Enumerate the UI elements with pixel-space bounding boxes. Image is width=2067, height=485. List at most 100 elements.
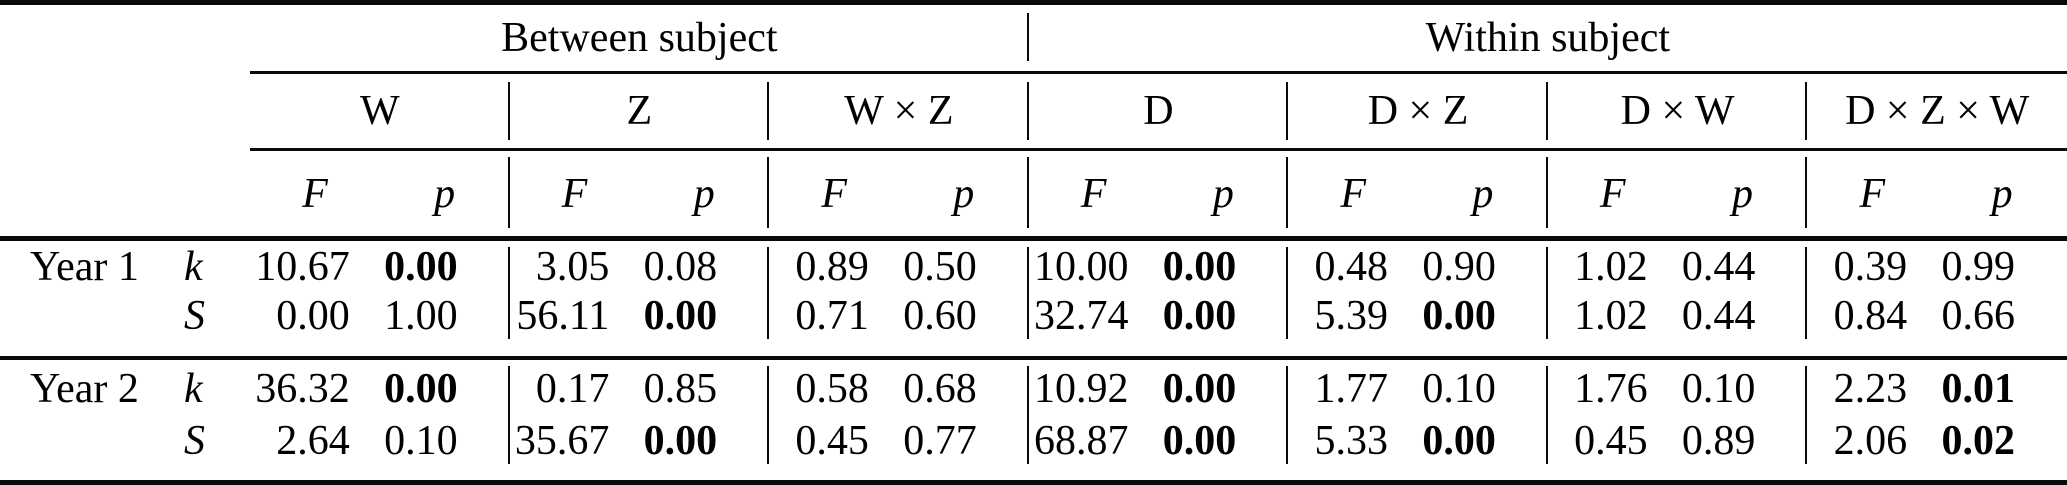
f-value: 10.67 [255, 244, 350, 290]
f-value: 5.39 [1314, 293, 1389, 339]
f-value: 68.87 [1033, 418, 1129, 464]
row-group-label: Year 1 [30, 244, 139, 290]
year-divider-rule [0, 356, 2067, 360]
f-value: 36.32 [255, 366, 350, 412]
p-value: 0.10 [1418, 360, 1548, 418]
p-header: p [639, 151, 769, 236]
row-sublabel: S [184, 293, 205, 339]
f-value: 1.76 [1574, 366, 1648, 412]
f-value: 0.17 [535, 366, 610, 412]
f-value: 0.58 [795, 366, 869, 412]
p-value: 0.00 [1158, 241, 1289, 293]
p-header: p [1418, 151, 1548, 236]
p-header: p [380, 151, 510, 236]
f-value: 0.45 [1574, 418, 1648, 464]
f-value: 32.74 [1033, 293, 1129, 339]
f-value: 0.84 [1833, 293, 1908, 339]
p-value: 1.00 [380, 293, 510, 339]
f-header: F [561, 170, 588, 217]
f-value: 1.02 [1574, 293, 1648, 339]
p-value: 0.00 [1158, 293, 1289, 339]
group-header-between-subject: Between subject [250, 5, 1029, 71]
corner-blank [0, 151, 250, 236]
p-value: 0.01 [1941, 366, 2016, 412]
p-header: p [1991, 170, 2013, 217]
factor-header-dxw: D × W [1548, 74, 1808, 148]
f-value: 1.02 [1574, 244, 1648, 290]
p-value: 0.00 [1418, 418, 1548, 464]
row-group-label-blank [0, 418, 150, 464]
f-value: 0.00 [276, 293, 350, 339]
p-value: 0.00 [380, 241, 510, 293]
p-value: 0.68 [899, 360, 1029, 418]
group-header-within-subject: Within subject [1425, 15, 1671, 61]
factor-header-dxz: D × Z [1288, 74, 1548, 148]
f-header: F [1599, 170, 1626, 217]
f-value: 10.92 [1033, 366, 1129, 412]
f-value: 35.67 [514, 418, 610, 464]
f-value: 10.00 [1033, 244, 1129, 290]
f-header: F [1340, 170, 1366, 217]
f-value: 2.06 [1833, 418, 1908, 464]
factor-header-w: W [250, 74, 510, 148]
factor-header-z: Z [510, 74, 770, 148]
row-sublabel: S [184, 418, 205, 464]
p-value: 0.77 [899, 418, 1029, 464]
p-value: 0.44 [1678, 293, 1808, 339]
p-value: 0.60 [899, 293, 1029, 339]
p-value: 0.66 [1941, 293, 2016, 339]
p-value: 0.00 [1418, 293, 1548, 339]
p-value: 0.85 [639, 360, 769, 418]
p-value: 0.44 [1678, 241, 1808, 293]
p-value: 0.90 [1418, 241, 1548, 293]
group-cmidrule [250, 71, 2067, 74]
f-value: 3.05 [535, 244, 610, 290]
p-value: 0.08 [639, 241, 769, 293]
f-value: 56.11 [516, 293, 610, 339]
factor-header-d: D [1029, 74, 1289, 148]
block-spacer [0, 464, 2067, 480]
p-value: 0.00 [639, 293, 769, 339]
f-header: F [1080, 170, 1107, 217]
p-value: 0.02 [1941, 418, 2016, 464]
f-value: 5.33 [1314, 418, 1389, 464]
header-rule [0, 236, 2067, 241]
factor-cmidrule [250, 148, 2067, 151]
p-value: 0.00 [1158, 360, 1289, 418]
corner-blank [0, 74, 250, 148]
p-value: 0.00 [380, 360, 510, 418]
corner-blank [0, 5, 250, 71]
row-sublabel: k [184, 244, 203, 290]
p-value: 0.89 [1678, 418, 1808, 464]
f-value: 0.89 [795, 244, 869, 290]
p-header: p [1678, 151, 1808, 236]
f-value: 0.48 [1314, 244, 1389, 290]
f-value: 1.77 [1314, 366, 1389, 412]
f-value: 0.39 [1833, 244, 1908, 290]
f-header: F [302, 170, 328, 217]
p-value: 0.50 [899, 241, 1029, 293]
p-value: 0.00 [1158, 418, 1289, 464]
factor-header-wxz: W × Z [769, 74, 1029, 148]
p-value: 0.10 [1678, 360, 1808, 418]
p-header: p [1158, 151, 1289, 236]
factor-header-dxzxw: D × Z × W [1845, 88, 2030, 134]
top-rule [0, 0, 2067, 5]
p-value: 0.00 [639, 418, 769, 464]
p-value: 0.99 [1941, 244, 2016, 290]
f-value: 0.45 [795, 418, 869, 464]
f-value: 2.23 [1833, 366, 1908, 412]
p-value: 0.10 [380, 418, 510, 464]
block-spacer [0, 339, 2067, 356]
f-value: 2.64 [276, 418, 350, 464]
bottom-rule [0, 480, 2067, 485]
f-value: 0.71 [795, 293, 869, 339]
f-header: F [1859, 170, 1886, 217]
row-group-label: Year 2 [30, 366, 139, 412]
row-sublabel: k [184, 366, 203, 412]
f-header: F [821, 170, 847, 217]
row-group-label-blank [0, 293, 150, 339]
p-header: p [899, 151, 1029, 236]
